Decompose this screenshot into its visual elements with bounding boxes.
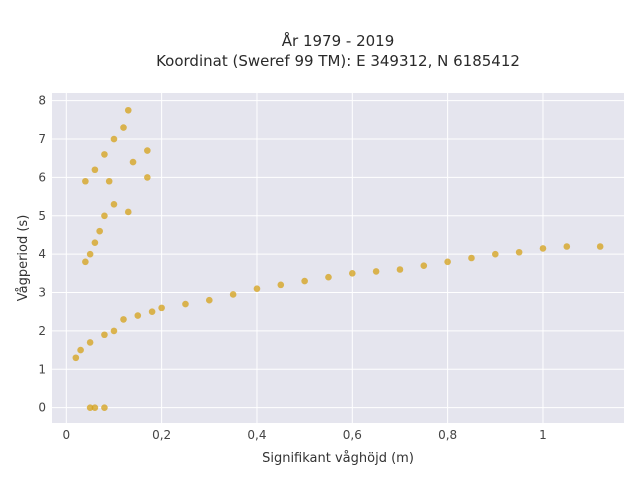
data-point bbox=[144, 174, 151, 181]
data-point bbox=[148, 308, 156, 316]
data-point bbox=[253, 285, 261, 292]
data-point bbox=[91, 239, 99, 246]
y-tick-label: 2 bbox=[38, 324, 46, 338]
y-axis-label: Vågperiod (s) bbox=[16, 215, 31, 302]
tick-labels: 0 0,2 0,4 0,6 0,8 1 0 1 2 3 4 5 6 7 8 bbox=[38, 94, 546, 442]
data-point bbox=[396, 266, 404, 273]
data-point bbox=[301, 277, 308, 285]
data-point bbox=[82, 177, 89, 185]
data-point bbox=[120, 316, 127, 323]
y-tick-label: 0 bbox=[38, 401, 46, 415]
data-point bbox=[563, 243, 571, 250]
data-point bbox=[372, 268, 380, 275]
y-tick-label: 7 bbox=[38, 132, 46, 146]
data-point bbox=[101, 151, 108, 158]
data-point bbox=[82, 258, 89, 266]
x-tick-label: 0,4 bbox=[247, 428, 266, 442]
data-point bbox=[91, 166, 99, 174]
data-point bbox=[468, 254, 475, 262]
data-point bbox=[110, 135, 118, 143]
data-point bbox=[124, 208, 132, 216]
data-point bbox=[86, 250, 94, 258]
data-point bbox=[72, 354, 80, 362]
y-tick-label: 6 bbox=[38, 170, 46, 184]
data-point bbox=[105, 177, 113, 185]
data-point bbox=[129, 158, 137, 166]
data-point bbox=[349, 270, 356, 277]
data-point bbox=[77, 346, 84, 354]
data-point bbox=[492, 250, 499, 258]
data-point bbox=[144, 147, 151, 154]
data-point bbox=[110, 327, 118, 335]
x-tick-label: 1 bbox=[539, 428, 547, 442]
chart-title-line2: Koordinat (Sweref 99 TM): E 349312, N 61… bbox=[156, 52, 520, 70]
data-point bbox=[101, 404, 108, 411]
data-point bbox=[277, 281, 285, 289]
data-point bbox=[124, 106, 132, 114]
data-point bbox=[134, 312, 142, 319]
x-tick-label: 0 bbox=[62, 428, 70, 442]
data-point bbox=[206, 296, 213, 304]
x-tick-label: 0,8 bbox=[438, 428, 457, 442]
data-point bbox=[515, 248, 523, 256]
data-point bbox=[229, 291, 237, 298]
grid-lines bbox=[52, 93, 624, 423]
y-tick-label: 8 bbox=[38, 94, 46, 108]
data-point bbox=[539, 245, 547, 252]
data-point bbox=[101, 212, 108, 220]
data-point bbox=[96, 227, 103, 235]
x-tick-label: 0,2 bbox=[152, 428, 171, 442]
scatter-points bbox=[72, 106, 604, 411]
chart-title-line1: År 1979 - 2019 bbox=[282, 31, 395, 50]
data-point bbox=[444, 258, 451, 266]
data-point bbox=[86, 339, 94, 346]
y-tick-label: 3 bbox=[38, 286, 46, 300]
data-point bbox=[158, 304, 165, 312]
plot-area bbox=[52, 93, 624, 423]
y-tick-label: 4 bbox=[38, 247, 46, 261]
data-point bbox=[101, 331, 108, 339]
data-point bbox=[182, 300, 189, 308]
y-tick-label: 1 bbox=[38, 362, 46, 376]
data-point bbox=[325, 273, 332, 281]
data-point bbox=[91, 404, 99, 411]
data-point bbox=[110, 200, 118, 208]
y-tick-label: 5 bbox=[38, 209, 46, 223]
x-axis-label: Signifikant våghöjd (m) bbox=[262, 451, 414, 466]
data-point bbox=[120, 124, 127, 131]
data-point bbox=[596, 243, 604, 250]
data-point bbox=[420, 262, 428, 269]
x-tick-label: 0,6 bbox=[343, 428, 362, 442]
data-point bbox=[86, 404, 94, 411]
